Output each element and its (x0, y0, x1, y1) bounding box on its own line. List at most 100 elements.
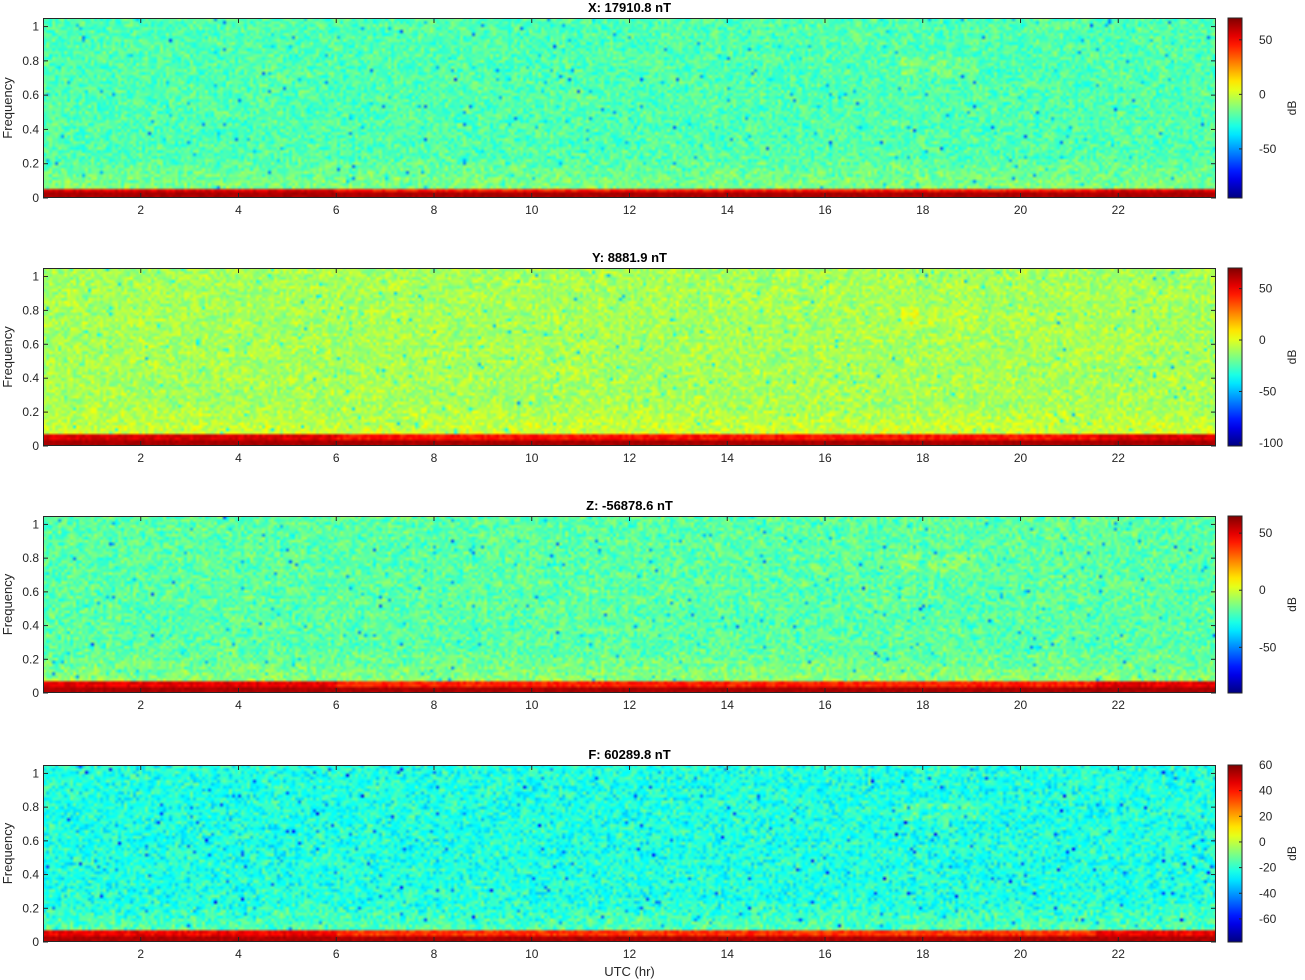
colorbar-tick-label: 20 (1259, 809, 1273, 823)
x-tick-label: 2 (137, 451, 144, 465)
panel-title: F: 60289.8 nT (588, 747, 670, 762)
y-tick-label: 0 (32, 686, 39, 700)
y-tick-label: 0.4 (22, 868, 39, 882)
spectrogram-image (43, 268, 1216, 446)
colorbar: -50 0 50 dB (1227, 17, 1299, 199)
spectrogram-image (43, 516, 1216, 693)
x-tick-label: 4 (235, 451, 242, 465)
colorbar-tick-label: 50 (1259, 526, 1273, 540)
y-tick-label: 1 (32, 269, 39, 283)
x-tick-label: 22 (1112, 203, 1126, 217)
x-tick-label: 14 (721, 451, 735, 465)
colorbar: -50 0 50 dB (1227, 515, 1299, 694)
x-tick-label: 10 (525, 203, 539, 217)
x-tick-label: 10 (525, 451, 539, 465)
x-tick-label: 8 (431, 451, 438, 465)
x-tick-label: 4 (235, 203, 242, 217)
x-tick-label: 6 (333, 203, 340, 217)
panel-title: Z: -56878.6 nT (586, 498, 673, 513)
colorbar-gradient (1227, 17, 1243, 199)
x-tick-label: 22 (1112, 698, 1126, 712)
panel-2: Z: -56878.6 nT2 4 6 8 10 12 14 16 18 20 2200.20.40… (0, 498, 1299, 712)
y-axis-label: Frequency (0, 822, 15, 884)
spectrogram-image (43, 765, 1216, 942)
colorbar-tick-label: -100 (1259, 436, 1283, 450)
panel-title: Y: 8881.9 nT (592, 250, 667, 265)
y-tick-label: 1 (32, 20, 39, 34)
colorbar-tick-label: -40 (1259, 886, 1277, 900)
colorbar-tick-label: 50 (1259, 33, 1273, 47)
x-tick-label: 16 (818, 947, 832, 961)
x-axis-label: UTC (hr) (604, 964, 655, 979)
y-tick-label: 1 (32, 517, 39, 531)
x-tick-label: 8 (431, 947, 438, 961)
y-axis-label: Frequency (0, 573, 15, 635)
x-tick-label: 18 (916, 451, 930, 465)
x-tick-label: 6 (333, 698, 340, 712)
colorbar-gradient (1227, 267, 1243, 447)
x-tick-label: 16 (818, 698, 832, 712)
x-tick-label: 4 (235, 698, 242, 712)
panel-title: X: 17910.8 nT (588, 0, 671, 15)
y-tick-label: 0.2 (22, 652, 39, 666)
y-axis-label: Frequency (0, 77, 15, 139)
colorbar-tick-label: 0 (1259, 87, 1266, 101)
colorbar-label: dB (1285, 597, 1299, 612)
y-axis-label: Frequency (0, 326, 15, 388)
y-tick-label: 0.6 (22, 337, 39, 351)
x-tick-label: 10 (525, 947, 539, 961)
colorbar-tick-label: -50 (1259, 640, 1277, 654)
x-tick-label: 12 (623, 947, 637, 961)
y-tick-label: 0 (32, 439, 39, 453)
colorbar-gradient (1227, 764, 1243, 943)
colorbar-label: dB (1285, 350, 1299, 365)
colorbar-gradient (1227, 515, 1243, 694)
y-tick-label: 0.2 (22, 157, 39, 171)
colorbar-tick-label: 0 (1259, 583, 1266, 597)
panel-1: Y: 8881.9 nT2 4 6 8 10 12 14 16 18 20 2200.20.40.6… (0, 250, 1299, 465)
y-tick-label: 0.8 (22, 54, 39, 68)
x-tick-label: 2 (137, 947, 144, 961)
y-tick-label: 0.6 (22, 834, 39, 848)
x-tick-label: 20 (1014, 451, 1028, 465)
y-tick-label: 0.4 (22, 371, 39, 385)
x-tick-label: 18 (916, 698, 930, 712)
x-tick-label: 10 (525, 698, 539, 712)
x-tick-label: 8 (431, 203, 438, 217)
colorbar-tick-label: 60 (1259, 758, 1273, 772)
x-tick-label: 6 (333, 947, 340, 961)
y-tick-label: 0.6 (22, 88, 39, 102)
x-tick-label: 20 (1014, 947, 1028, 961)
colorbar-tick-label: 0 (1259, 835, 1266, 849)
spectrogram-image (43, 18, 1216, 198)
x-tick-label: 20 (1014, 203, 1028, 217)
x-tick-label: 6 (333, 451, 340, 465)
colorbar-label: dB (1285, 101, 1299, 116)
y-tick-label: 0.2 (22, 405, 39, 419)
colorbar-tick-label: -50 (1259, 142, 1277, 156)
panel-3: F: 60289.8 nT2 4 6 8 10 12 14 16 18 20 2200.20.40.… (0, 747, 1299, 961)
x-tick-label: 14 (721, 698, 735, 712)
x-tick-label: 8 (431, 698, 438, 712)
colorbar-tick-label: 40 (1259, 784, 1273, 798)
panel-0: X: 17910.8 nT2 4 6 8 10 12 14 16 18 20 2200.20.40.… (0, 0, 1299, 217)
x-tick-label: 16 (818, 451, 832, 465)
y-tick-label: 0 (32, 191, 39, 205)
y-tick-label: 0.6 (22, 585, 39, 599)
colorbar: -100 -50 0 50 dB (1227, 267, 1299, 450)
y-tick-label: 0.2 (22, 901, 39, 915)
x-tick-label: 12 (623, 203, 637, 217)
x-tick-label: 22 (1112, 451, 1126, 465)
x-tick-label: 16 (818, 203, 832, 217)
x-tick-label: 14 (721, 203, 735, 217)
x-tick-label: 18 (916, 203, 930, 217)
colorbar-tick-label: -60 (1259, 912, 1277, 926)
y-tick-label: 0.4 (22, 122, 39, 136)
x-tick-label: 14 (721, 947, 735, 961)
x-tick-label: 20 (1014, 698, 1028, 712)
x-tick-label: 2 (137, 698, 144, 712)
colorbar-tick-label: -20 (1259, 861, 1277, 875)
y-tick-label: 0.8 (22, 303, 39, 317)
colorbar-tick-label: 0 (1259, 333, 1266, 347)
